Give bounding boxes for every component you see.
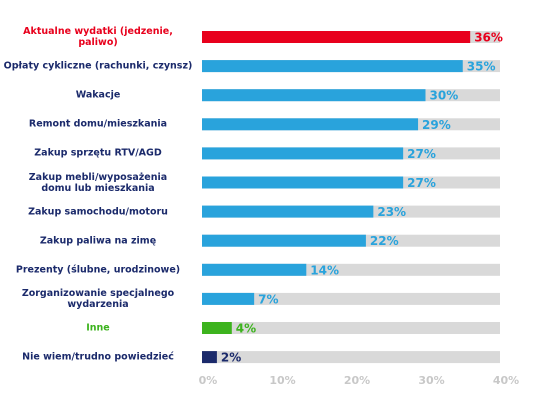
value-label: 35% [467,60,496,74]
track [202,351,500,364]
bar [202,89,426,102]
category-label: Aktualne wydatki (jedzenie, paliwo) [23,26,173,48]
value-label: 4% [236,322,256,336]
category-label: Zakup sprzętu RTV/AGD [34,147,162,159]
x-tick-label: 10% [269,374,295,387]
value-label: 23% [377,205,406,219]
value-label: 27% [407,147,436,161]
bar [202,31,471,43]
x-tick-label: 30% [418,374,444,387]
category-label: Inne [86,322,110,334]
x-tick-label: 20% [344,374,370,387]
bar [202,118,419,131]
track [202,292,500,305]
value-label: 22% [370,234,399,248]
value-label: 7% [258,292,278,306]
value-label: 2% [221,351,241,365]
bar [202,263,307,276]
value-label: 27% [407,176,436,190]
x-tick-label: 0% [199,374,218,387]
bar [202,147,404,160]
value-label: 30% [430,89,459,103]
track [202,322,500,334]
category-label: Nie wiem/trudno powiedzieć [22,351,174,363]
category-label: Zakup samochodu/motoru [28,206,168,218]
category-label: Prezenty (ślubne, urodzinowe) [15,264,181,276]
bar [202,322,232,334]
category-label: Wakacje [75,89,121,101]
x-tick-label: 40% [493,374,519,387]
category-label: Zakup paliwa na zimę [39,235,157,247]
bar [202,205,374,218]
category-label: Zakup mebli/wyposażenia domu lub mieszka… [28,171,168,194]
category-label: Remont domu/mieszkania [28,118,168,130]
bar [202,292,255,305]
bar [202,234,366,247]
bar [202,351,217,364]
value-label: 14% [310,263,339,277]
category-label: Zorganizowanie specjalnego wydarzenia [21,287,175,310]
category-label: Opłaty cykliczne (rachunki, czynsz) [3,60,193,72]
bar [202,176,404,189]
bar [202,60,463,73]
value-label: 36% [474,31,503,45]
value-label: 29% [422,118,451,132]
